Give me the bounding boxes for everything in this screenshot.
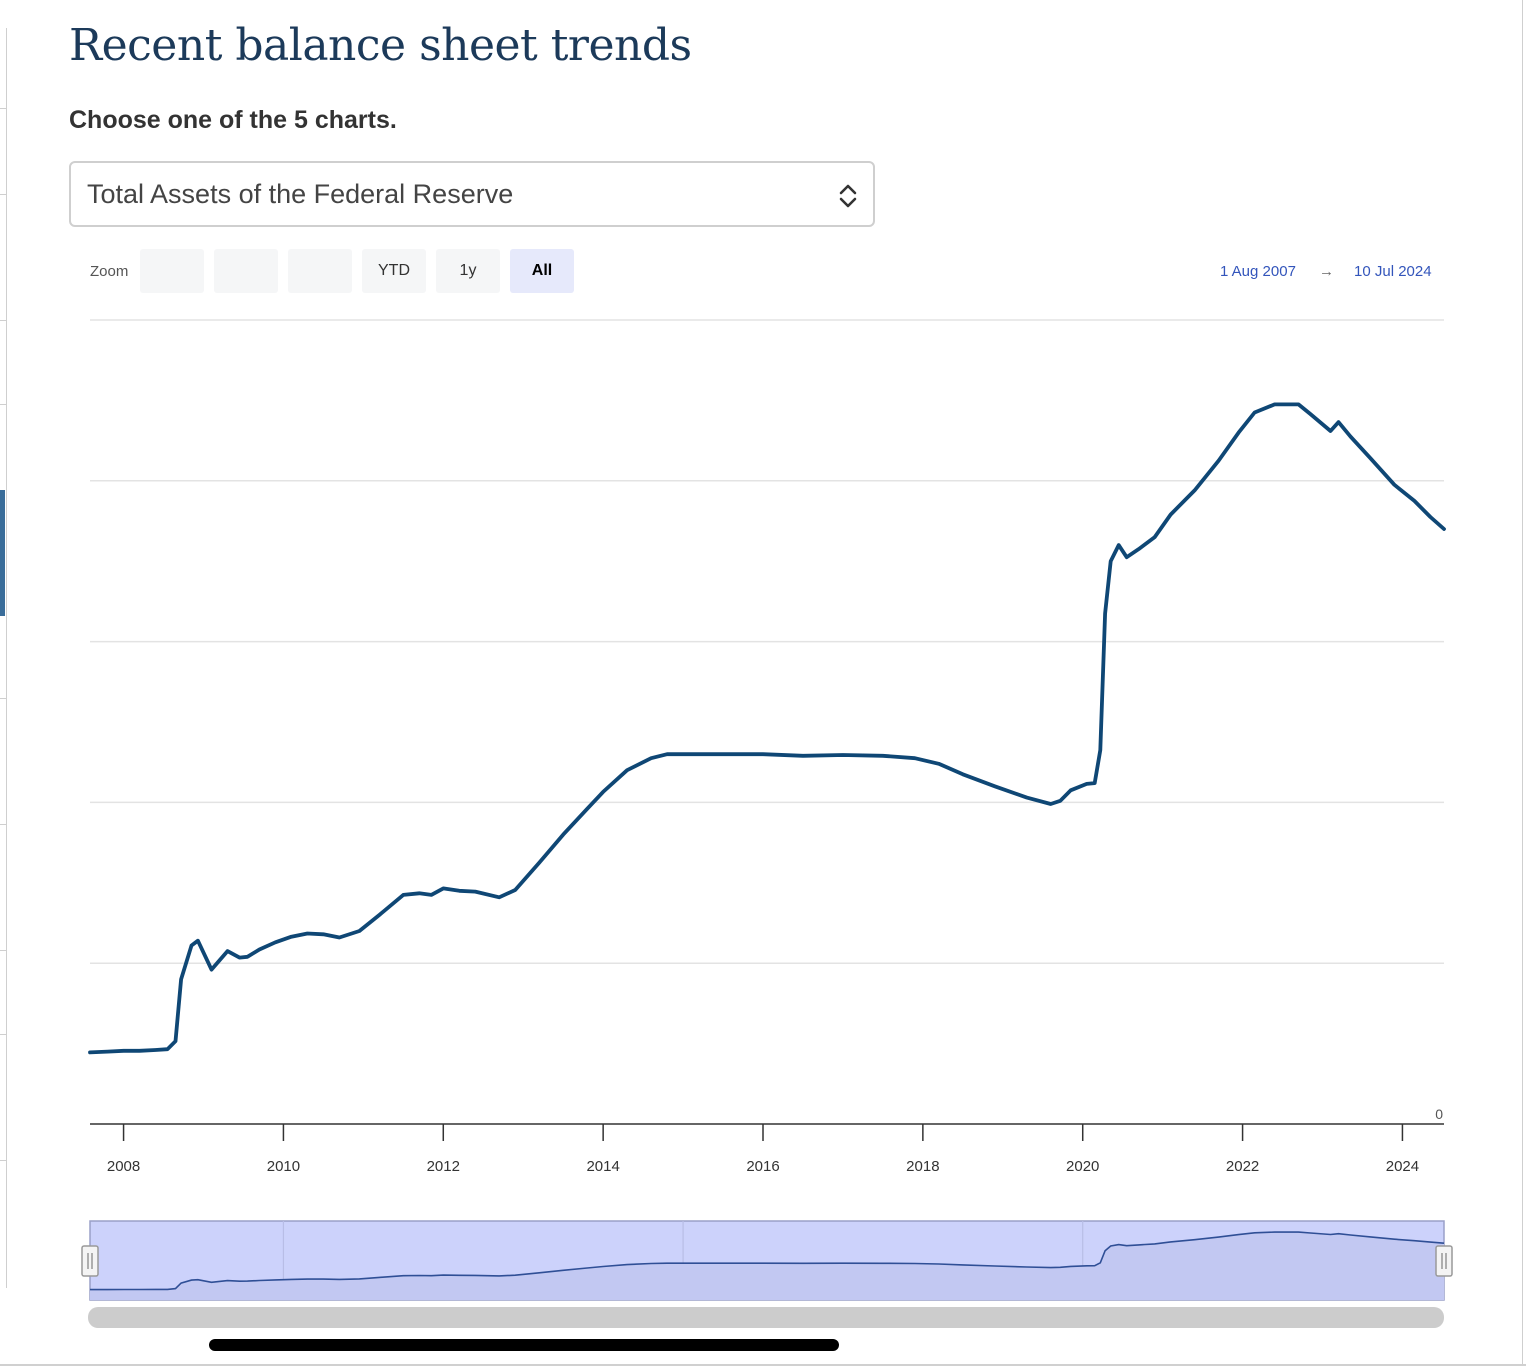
rail-tick	[0, 320, 6, 321]
home-indicator	[209, 1339, 839, 1351]
navigator-series-line	[90, 1231, 1445, 1291]
zoom-button-all[interactable]: All	[510, 249, 574, 293]
x-tick-label: 2020	[1066, 1158, 1099, 1175]
range-arrow-icon: →	[1319, 263, 1334, 280]
bottom-border	[0, 1364, 1526, 1366]
rail-tick	[0, 404, 6, 405]
navigator-handle-right[interactable]	[1435, 1245, 1453, 1277]
rail-tick	[0, 108, 6, 109]
navigator-area	[90, 1232, 1444, 1300]
zoom-button-2[interactable]	[214, 249, 278, 293]
x-tick-label: 2016	[746, 1158, 779, 1175]
zoom-button-1[interactable]	[140, 249, 204, 293]
rail-tick	[0, 1160, 6, 1161]
series-line	[88, 402, 1446, 1055]
page-subtitle: Choose one of the 5 charts.	[69, 106, 397, 134]
x-tick-label: 2012	[427, 1158, 460, 1175]
navigator-handle-left[interactable]	[81, 1245, 99, 1277]
x-tick-label: 2022	[1226, 1158, 1259, 1175]
left-rail	[0, 28, 7, 1288]
rail-tick	[0, 824, 6, 825]
page-title: Recent balance sheet trends	[69, 20, 692, 71]
x-tick-label: 2008	[107, 1158, 140, 1175]
rail-tick	[0, 698, 6, 699]
rail-tick	[0, 194, 6, 195]
navigator-scrollbar[interactable]	[88, 1307, 1444, 1328]
rail-active-marker	[0, 490, 5, 616]
zoom-button-ytd[interactable]: YTD	[362, 249, 426, 293]
range-from[interactable]: 1 Aug 2007	[1220, 263, 1296, 280]
chart-selector-value: Total Assets of the Federal Reserve	[87, 179, 514, 209]
zoom-label: Zoom	[90, 263, 129, 280]
y-tick-label: 0	[1435, 1106, 1443, 1122]
x-tick-label: 2018	[906, 1158, 939, 1175]
zoom-button-1y[interactable]: 1y	[436, 249, 500, 293]
chart-selector[interactable]: Total Assets of the Federal Reserve	[69, 161, 875, 227]
range-to[interactable]: 10 Jul 2024	[1354, 263, 1432, 280]
right-rail	[1522, 0, 1523, 1366]
x-tick-label: 2010	[267, 1158, 300, 1175]
rail-tick	[0, 950, 6, 951]
rail-tick	[0, 1034, 6, 1035]
x-tick-label: 2014	[586, 1158, 619, 1175]
zoom-button-3[interactable]	[288, 249, 352, 293]
x-tick-label: 2024	[1386, 1158, 1419, 1175]
chevron-up-down-icon	[839, 184, 857, 208]
